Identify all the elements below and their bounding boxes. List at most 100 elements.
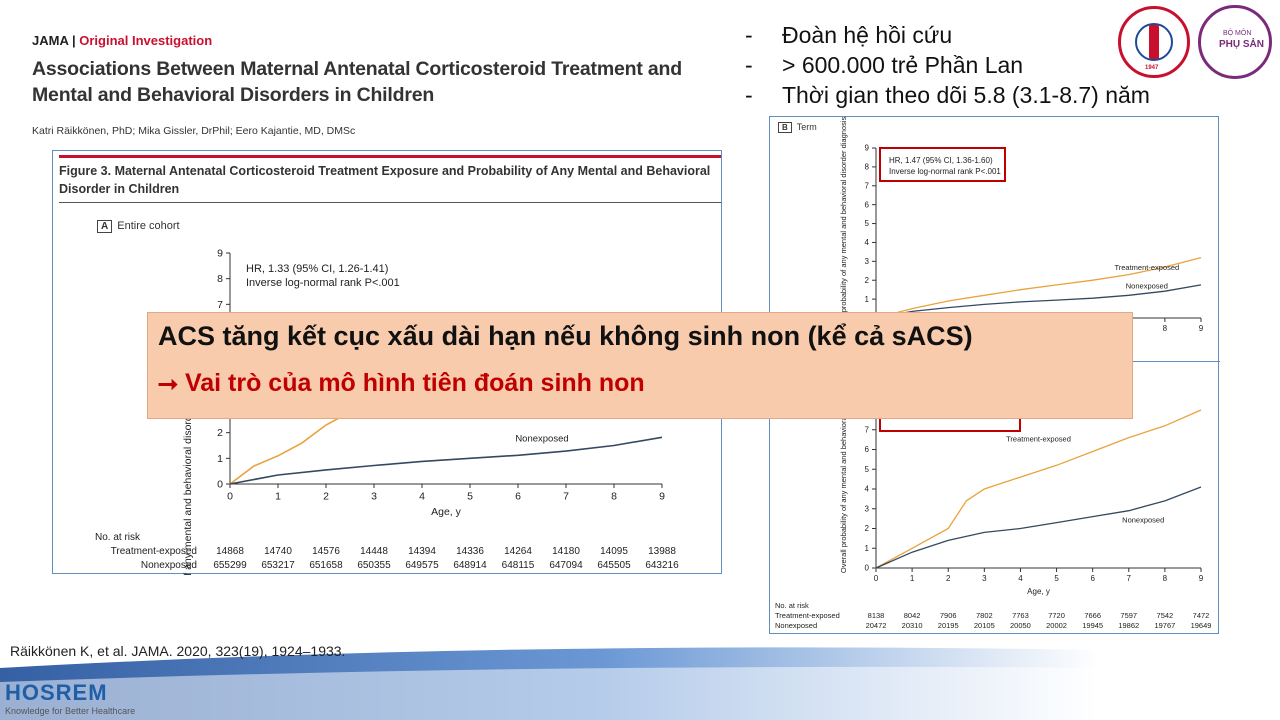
x-tick-label: 9 <box>659 491 665 503</box>
callout-box: ACS tăng kết cục xấu dài hạn nếu không s… <box>147 312 1133 419</box>
x-tick-label: 8 <box>1163 574 1168 583</box>
at-risk-value: 645505 <box>597 560 631 571</box>
x-axis-label: Age, y <box>1027 587 1050 596</box>
y-tick-label: 6 <box>865 445 870 454</box>
at-risk-row-label: Treatment-exposed <box>111 546 197 557</box>
y-tick-label: 5 <box>865 219 870 228</box>
at-risk-value: 19862 <box>1118 621 1139 630</box>
at-risk-value: 14740 <box>264 546 292 557</box>
y-tick-label: 7 <box>865 425 870 434</box>
bullet-dash: - <box>745 22 753 48</box>
at-risk-value: 7666 <box>1084 611 1101 620</box>
y-tick-label: 0 <box>217 479 223 491</box>
x-tick-label: 4 <box>419 491 425 503</box>
department-logo-line1: BỘ MÔN <box>1223 30 1252 37</box>
y-tick-label: 2 <box>865 524 870 533</box>
series-label: Treatment-exposed <box>1006 435 1071 444</box>
department-logo: BỘ MÔN PHỤ SẢN <box>1198 5 1272 79</box>
y-tick-label: 3 <box>865 257 870 266</box>
at-risk-value: 14180 <box>552 546 580 557</box>
x-tick-label: 6 <box>515 491 521 503</box>
at-risk-value: 648914 <box>453 560 487 571</box>
y-tick-label: 8 <box>865 163 870 172</box>
x-tick-label: 7 <box>1127 574 1132 583</box>
y-tick-label: 0 <box>865 564 870 573</box>
at-risk-value: 14336 <box>456 546 484 557</box>
figure-title: Figure 3. Maternal Antenatal Corticoster… <box>59 164 711 196</box>
at-risk-value: 20105 <box>974 621 995 630</box>
y-tick-label: 2 <box>217 427 223 439</box>
paper-title: Associations Between Maternal Antenatal … <box>32 58 682 106</box>
at-risk-row-label: Nonexposed <box>141 560 197 571</box>
series-label: Nonexposed <box>515 434 568 445</box>
x-tick-label: 6 <box>1090 574 1095 583</box>
x-tick-label: 2 <box>323 491 329 503</box>
at-risk-value: 648115 <box>502 560 535 571</box>
series-line <box>875 284 1202 319</box>
annotation-hr: HR, 1.33 (95% CI, 1.26-1.41) <box>246 263 388 275</box>
x-axis-label: Age, y <box>431 506 462 518</box>
panel-b-label: B Term <box>778 122 817 133</box>
at-risk-value: 14448 <box>360 546 388 557</box>
chart-b-svg: 8 9 1 2 3 4 5 6 7 8 9 Overall probability of any me… <box>775 117 1211 630</box>
university-logo-ring <box>1135 23 1173 61</box>
panel-a-letter: A <box>97 220 113 233</box>
y-tick-label: 8 <box>217 273 223 285</box>
x-tick-label: 2 <box>946 574 951 583</box>
panel-a-title: Entire cohort <box>117 220 180 232</box>
at-risk-value: 7763 <box>1012 611 1029 620</box>
x-tick-label: 0 <box>227 491 233 503</box>
at-risk-value: 8138 <box>868 611 885 620</box>
at-risk-value: 649575 <box>405 560 439 571</box>
at-risk-value: 7802 <box>976 611 993 620</box>
y-tick-label: 4 <box>865 238 870 247</box>
bullet-item: - > 600.000 trẻ Phần Lan <box>745 50 1150 80</box>
at-risk-value: 14394 <box>408 546 436 557</box>
y-axis-label: Overall probability of any mental and be… <box>839 117 848 338</box>
at-risk-row-label: Treatment-exposed <box>775 611 840 620</box>
bullet-dash: - <box>745 82 753 108</box>
citation: Räikkönen K, et al. JAMA. 2020, 323(19),… <box>10 643 346 659</box>
at-risk-value: 8042 <box>904 611 921 620</box>
annotation-highlight-box <box>879 147 1006 182</box>
x-tick-label: 4 <box>1018 574 1023 583</box>
x-tick-label: 1 <box>275 491 281 503</box>
y-tick-label: 1 <box>865 295 870 304</box>
annotation-logrank: Inverse log-normal rank P<.001 <box>246 277 400 289</box>
at-risk-value: 655299 <box>213 560 247 571</box>
y-axis-label: Overall probability of any mental and be… <box>839 341 848 574</box>
callout-line2: ⭢ Vai trò của mô hình tiên đoán sinh non <box>158 369 645 397</box>
at-risk-value: 651658 <box>309 560 343 571</box>
at-risk-value: 20050 <box>1010 621 1031 630</box>
series-label: Nonexposed <box>1126 282 1168 291</box>
journal-line: JAMA | Original Investigation <box>32 33 212 48</box>
at-risk-value: 20195 <box>938 621 959 630</box>
series-line <box>229 411 351 485</box>
x-tick-label: 8 <box>1163 324 1168 333</box>
caduceus-icon <box>1149 25 1159 59</box>
x-tick-label: 5 <box>1054 574 1059 583</box>
at-risk-value: 14868 <box>216 546 244 557</box>
at-risk-value: 19945 <box>1082 621 1103 630</box>
at-risk-row-label: Nonexposed <box>775 621 817 630</box>
x-tick-label: 0 <box>874 574 879 583</box>
at-risk-value: 7472 <box>1193 611 1210 620</box>
series-line <box>875 486 1202 569</box>
y-tick-label: 5 <box>865 465 870 474</box>
at-risk-value: 20002 <box>1046 621 1067 630</box>
y-tick-label: 1 <box>217 453 223 465</box>
y-tick-label: 3 <box>865 504 870 513</box>
at-risk-value: 643216 <box>645 560 679 571</box>
x-tick-label: 8 <box>611 491 617 503</box>
series-label: Nonexposed <box>1122 516 1164 525</box>
at-risk-value: 7720 <box>1048 611 1065 620</box>
series-line <box>229 436 663 485</box>
at-risk-value: 653217 <box>261 560 295 571</box>
x-tick-label: 9 <box>1199 324 1204 333</box>
brand-logo: HOSREM <box>5 680 108 705</box>
bullet-text: Đoàn hệ hồi cứu <box>782 22 953 48</box>
at-risk-header: No. at risk <box>775 601 809 610</box>
x-tick-label: 5 <box>467 491 473 503</box>
at-risk-value: 7906 <box>940 611 957 620</box>
